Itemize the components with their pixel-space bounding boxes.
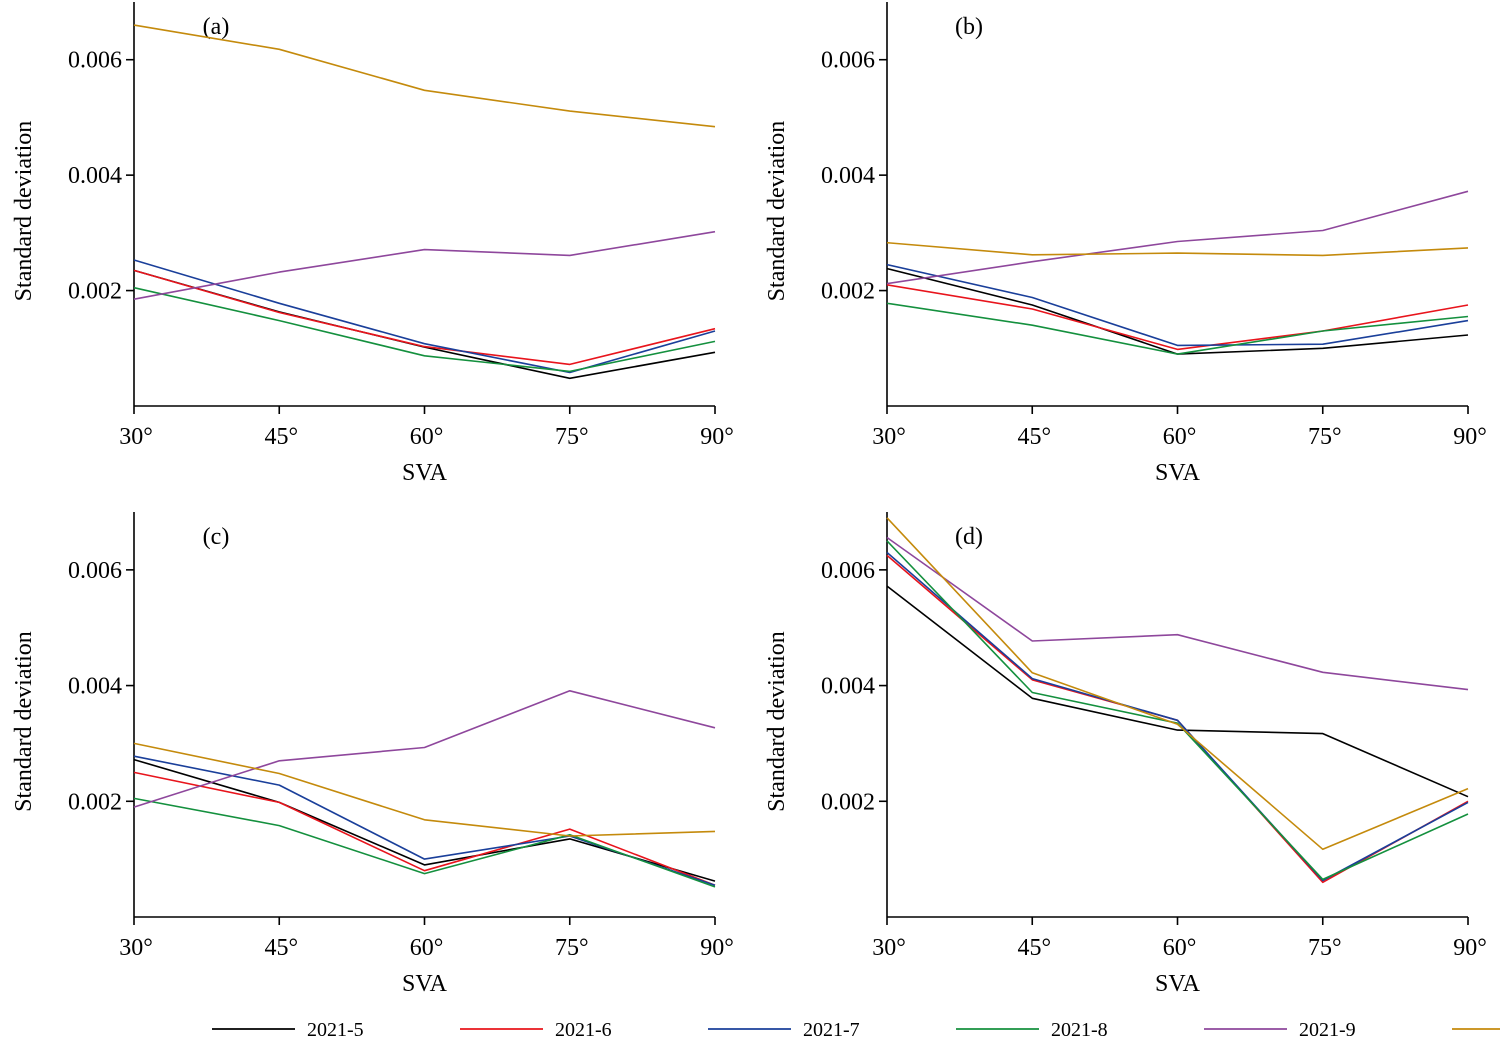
y-tick-label: 0.004 <box>68 674 122 700</box>
panel-a: 0.002 0.004 0.006 30° 45° 60° 75° 90° SVA Standar… <box>11 2 734 486</box>
panel-c: 0.002 0.004 0.006 30° 45° 60° 75° 90° SVA Standar… <box>11 512 734 997</box>
y-tick-label: 0.006 <box>821 558 875 584</box>
y-tick-label: 0.002 <box>821 789 875 815</box>
series-line-2021-7 <box>133 259 716 374</box>
x-tick-label: 45° <box>264 424 298 450</box>
x-tick-label: 45° <box>1017 424 1051 450</box>
series-line-2021-9 <box>133 230 716 300</box>
x-tick-label: 90° <box>1453 424 1487 450</box>
x-tick-label: 30° <box>119 424 153 450</box>
series-line-2021-10 <box>886 517 1469 851</box>
x-tick-label: 45° <box>1017 935 1051 961</box>
x-axis-title: SVA <box>402 971 448 997</box>
x-axis-title: SVA <box>1155 971 1201 997</box>
series-line-2021-7 <box>886 551 1469 882</box>
panel-b: 0.002 0.004 0.006 30° 45° 60° 75° 90° SVA Standar… <box>764 2 1487 486</box>
y-axis-title: Standard deviation <box>764 631 790 812</box>
y-tick-label: 0.006 <box>68 558 122 584</box>
series-line-2021-6 <box>133 771 716 886</box>
x-tick-label: 90° <box>700 424 734 450</box>
panel-d: 0.002 0.004 0.006 30° 45° 60° 75° 90° SVA Standar… <box>764 512 1487 997</box>
legend-label: 2021-6 <box>555 1019 612 1041</box>
series-line-2021-5 <box>886 585 1469 798</box>
x-tick-label: 75° <box>1308 935 1342 961</box>
series-line-2021-5 <box>886 267 1469 355</box>
series-line-2021-10 <box>886 241 1469 257</box>
legend-label: 2021-5 <box>307 1019 364 1041</box>
x-tick-label: 90° <box>700 935 734 961</box>
x-tick-label: 75° <box>555 424 589 450</box>
legend-label: 2021-7 <box>803 1019 860 1041</box>
series-line-2021-6 <box>886 554 1469 884</box>
y-tick-label: 0.002 <box>821 279 875 305</box>
series-line-2021-8 <box>886 302 1469 355</box>
y-tick-label: 0.004 <box>68 163 122 189</box>
x-tick-label: 60° <box>1163 935 1197 961</box>
y-axis-title: Standard deviation <box>11 631 37 812</box>
series-line-2021-9 <box>886 190 1469 285</box>
series-line-2021-9 <box>886 536 1469 691</box>
legend-label: 2021-9 <box>1299 1019 1356 1041</box>
x-axis-title: SVA <box>402 460 448 486</box>
series-line-2021-7 <box>886 263 1469 347</box>
y-tick-label: 0.002 <box>68 789 122 815</box>
panel-label: (a) <box>203 14 230 40</box>
y-axis-title: Standard deviation <box>11 121 37 302</box>
series-line-2021-8 <box>133 286 716 373</box>
x-tick-label: 75° <box>555 935 589 961</box>
x-tick-label: 75° <box>1308 424 1342 450</box>
y-tick-label: 0.006 <box>821 48 875 74</box>
y-tick-label: 0.004 <box>821 163 875 189</box>
legend-label: 2021-8 <box>1051 1019 1108 1041</box>
y-axis-title: Standard deviation <box>764 121 790 302</box>
y-tick-label: 0.002 <box>68 279 122 305</box>
series-line-2021-8 <box>886 540 1469 881</box>
y-tick-label: 0.004 <box>821 674 875 700</box>
x-tick-label: 30° <box>119 935 153 961</box>
series-line-2021-10 <box>133 24 716 128</box>
series-line-2021-9 <box>133 689 716 808</box>
x-tick-label: 60° <box>1163 424 1197 450</box>
panel-label: (b) <box>955 14 983 40</box>
x-tick-label: 60° <box>410 424 444 450</box>
x-tick-label: 60° <box>410 935 444 961</box>
y-tick-label: 0.006 <box>68 48 122 74</box>
panel-label: (c) <box>203 524 230 550</box>
x-tick-label: 30° <box>872 424 906 450</box>
x-tick-label: 90° <box>1453 935 1487 961</box>
series-line-2021-7 <box>133 755 716 886</box>
x-tick-label: 45° <box>264 935 298 961</box>
series-line-2021-10 <box>133 742 716 837</box>
panel-label: (d) <box>955 524 983 550</box>
series-line-2021-6 <box>886 284 1469 351</box>
series-line-2021-8 <box>133 797 716 888</box>
x-tick-label: 30° <box>872 935 906 961</box>
x-axis-title: SVA <box>1155 460 1201 486</box>
series-line-2021-6 <box>133 269 716 366</box>
